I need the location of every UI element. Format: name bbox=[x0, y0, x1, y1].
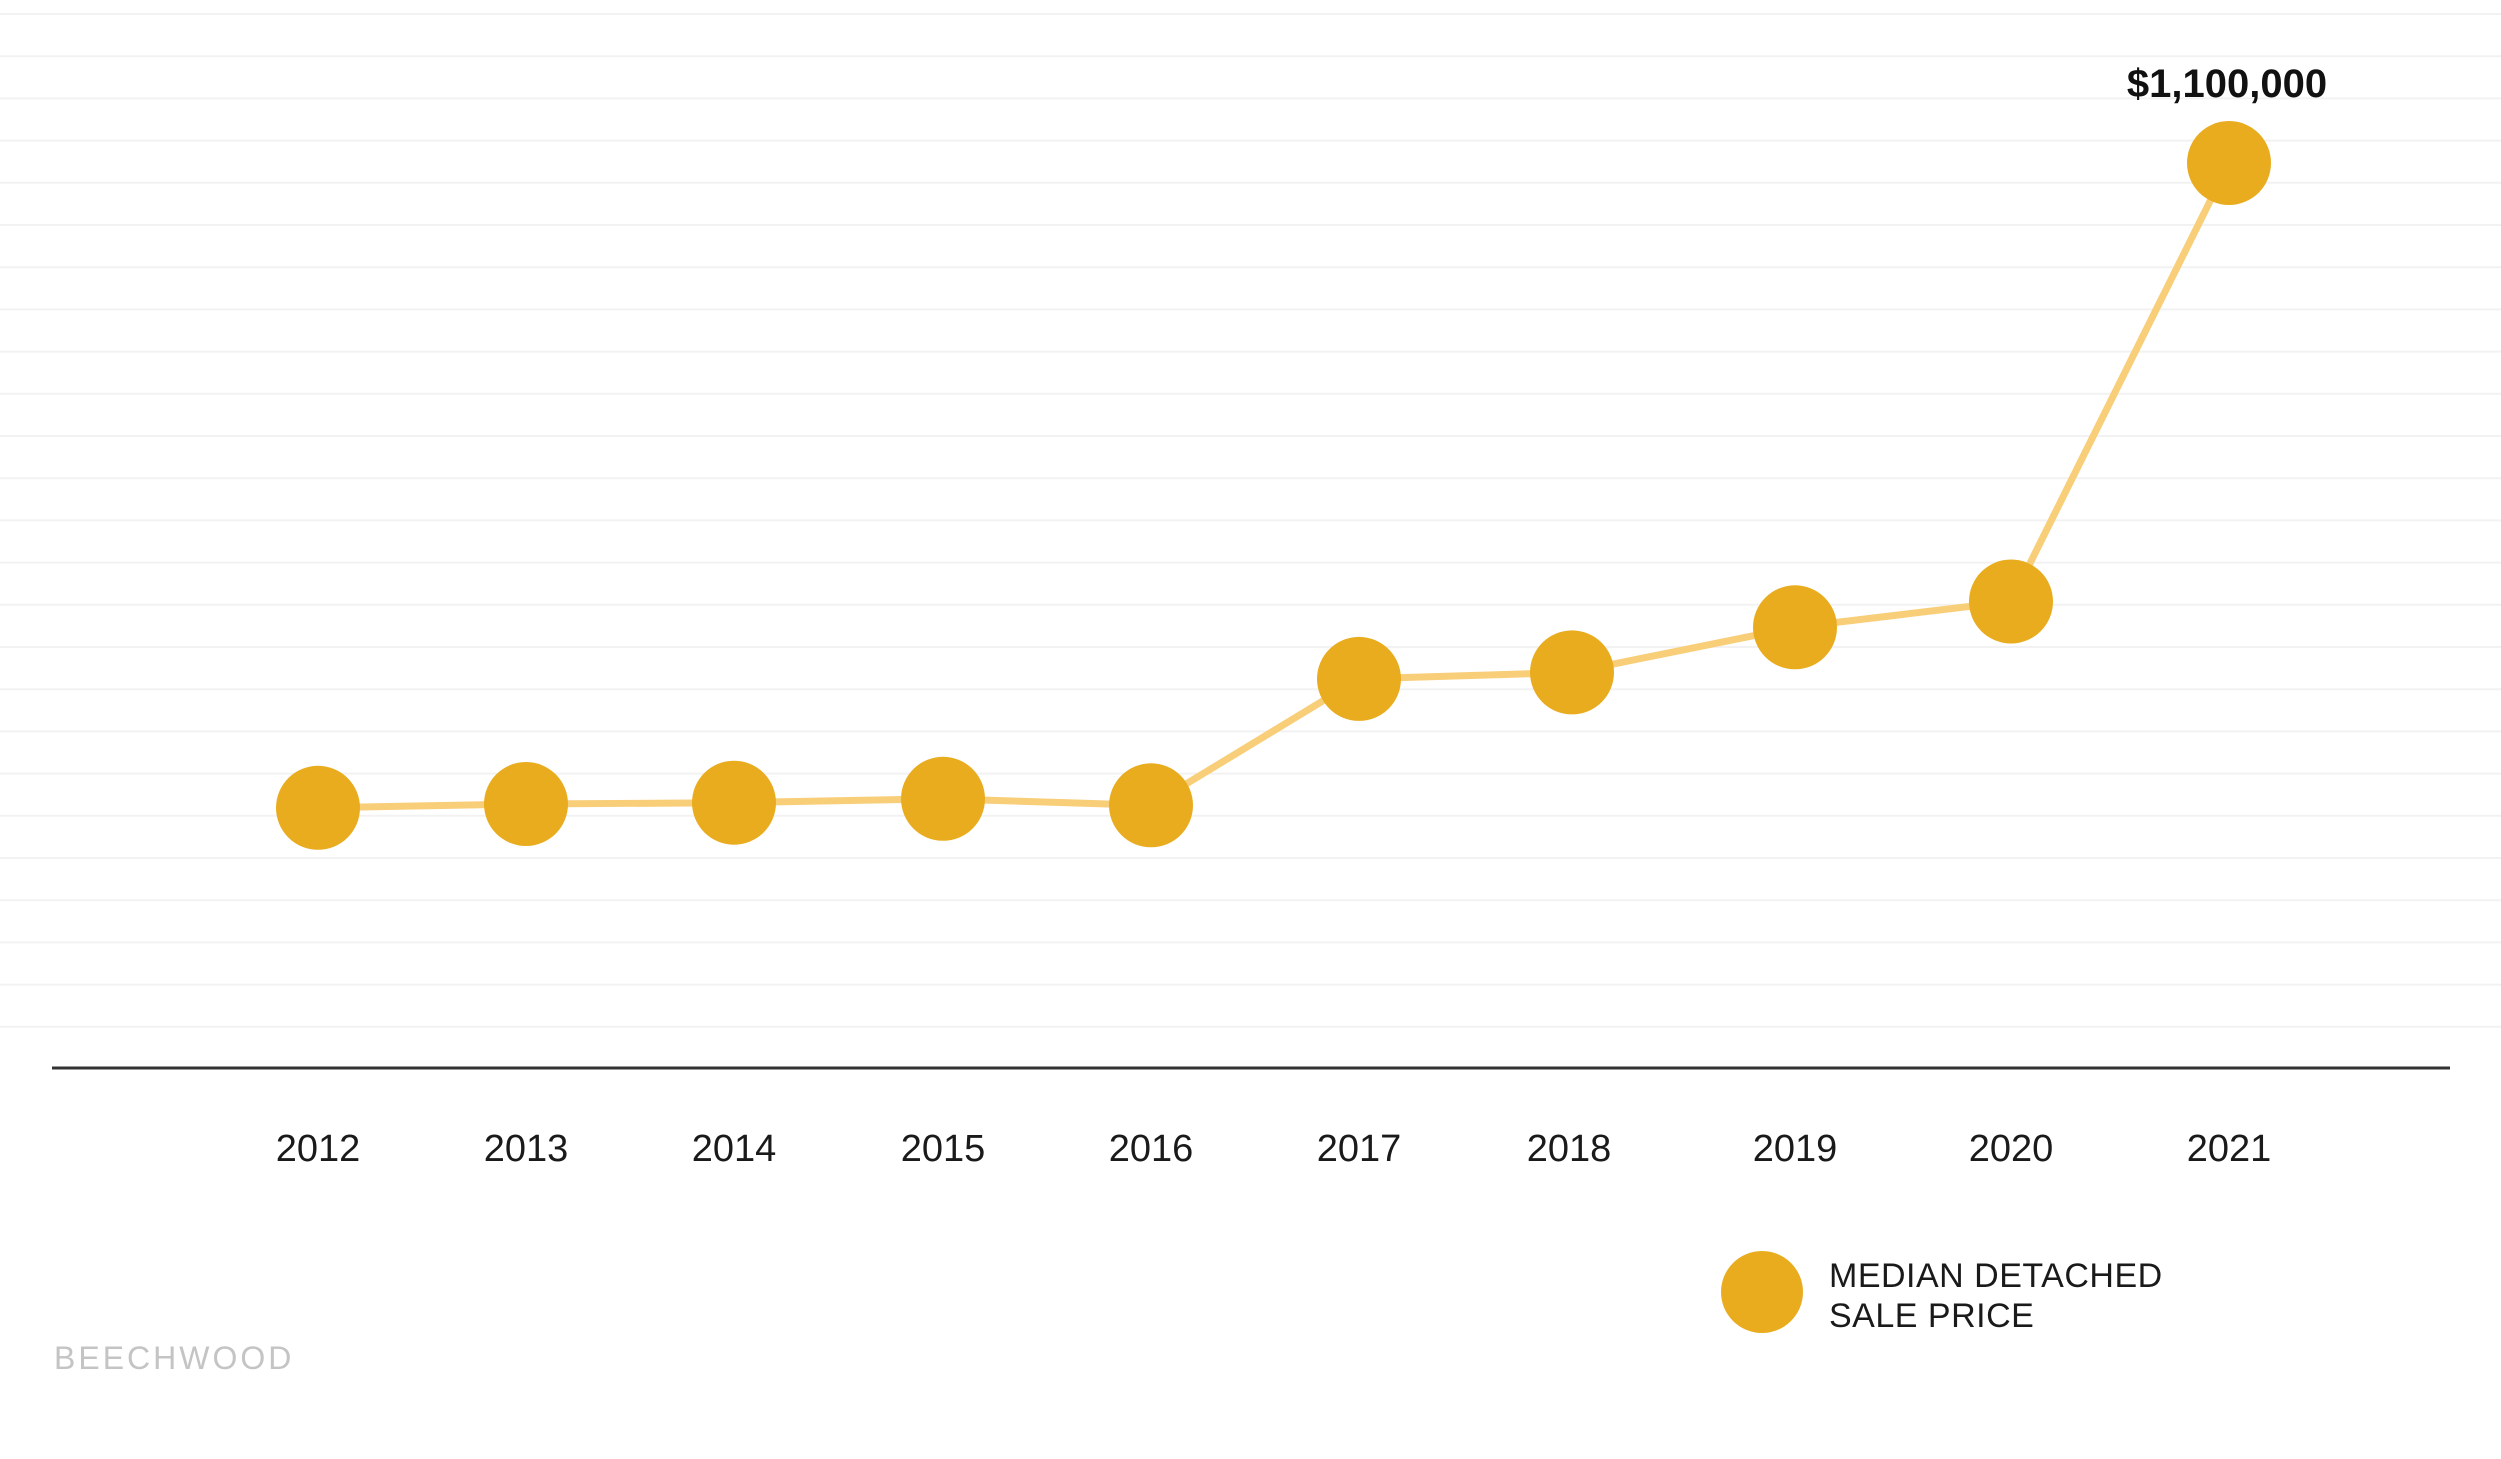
data-point-2017 bbox=[1317, 636, 1401, 721]
x-axis-ticks: 2012 2013 2014 2015 2016 2017 2018 2019 2020 2021 bbox=[276, 1128, 2272, 1170]
legend-label-line-2: SALE PRICE bbox=[1829, 1297, 2034, 1335]
data-point-2020 bbox=[1969, 559, 2053, 644]
series-line bbox=[317, 161, 2233, 812]
x-tick-label-2019: 2019 bbox=[1753, 1128, 1838, 1170]
x-tick-label-2017: 2017 bbox=[1317, 1128, 1402, 1170]
data-point-2012 bbox=[276, 765, 360, 850]
peak-value-label: $1,100,000 bbox=[2127, 62, 2327, 106]
legend: MEDIAN DETACHED SALE PRICE bbox=[1721, 1251, 2163, 1335]
data-point-2016 bbox=[1109, 763, 1193, 848]
series-median-detached-sale-price bbox=[276, 121, 2271, 850]
annotations: $1,100,000 bbox=[2127, 62, 2327, 106]
data-point-2021 bbox=[2187, 121, 2271, 205]
x-tick-label-2015: 2015 bbox=[901, 1128, 986, 1170]
x-tick-label-2013: 2013 bbox=[484, 1128, 569, 1170]
data-point-2015 bbox=[901, 756, 985, 841]
gridlines bbox=[0, 13, 2501, 1028]
brand-watermark: BEECHWOOD bbox=[54, 1340, 294, 1376]
legend-label-line-1: MEDIAN DETACHED bbox=[1829, 1257, 2163, 1295]
x-tick-label-2021: 2021 bbox=[2187, 1128, 2272, 1170]
x-tick-label-2020: 2020 bbox=[1969, 1128, 2054, 1170]
x-tick-label-2016: 2016 bbox=[1109, 1128, 1194, 1170]
x-tick-label-2012: 2012 bbox=[276, 1128, 361, 1170]
x-tick-label-2018: 2018 bbox=[1527, 1128, 1612, 1170]
data-point-2019 bbox=[1753, 585, 1837, 670]
x-tick-label-2014: 2014 bbox=[692, 1128, 777, 1170]
data-point-2013 bbox=[484, 762, 568, 846]
legend-marker bbox=[1721, 1251, 1803, 1333]
data-point-2014 bbox=[692, 760, 776, 845]
data-point-2018 bbox=[1530, 630, 1614, 715]
